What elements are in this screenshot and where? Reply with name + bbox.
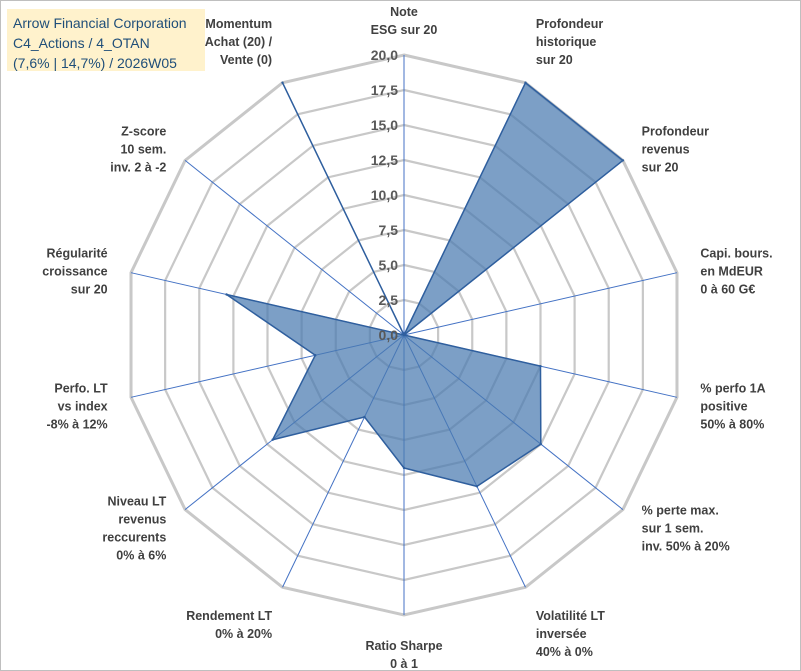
category-label-line: Volatilité LT [536, 609, 605, 623]
data-point-10 [314, 354, 317, 357]
tick-label: 15,0 [371, 117, 398, 133]
category-label-line: % perte max. [642, 504, 719, 518]
data-point-11 [225, 293, 228, 296]
category-label-line: revenus [642, 142, 690, 156]
category-label-line: 0 à 60 G€ [700, 282, 755, 296]
category-label-line: Momentum [205, 17, 272, 31]
data-point-9 [271, 438, 274, 441]
category-label-line: Profondeur [642, 124, 709, 138]
category-label-line: Ratio Sharpe [365, 639, 442, 653]
category-label-line: revenus [118, 513, 166, 527]
category-label-line: Achat (20) / [205, 35, 273, 49]
category-label-line: 0% à 20% [215, 627, 272, 641]
title-company: Arrow Financial Corporation [13, 15, 187, 31]
category-label-3: Capi. bours. en MdEUR 0 à 60 G€ [700, 246, 772, 296]
tick-label: 0,0 [379, 327, 399, 343]
title-category: C4_Actions / 4_OTAN [13, 35, 150, 51]
tick-label: 12,5 [371, 152, 398, 168]
radial-tick-labels: 0,0 2,5 5,0 7,5 10,0 12,5 15,0 17,5 20,0 [371, 47, 398, 343]
category-label-line: inv. 50% à 20% [642, 540, 730, 554]
category-label-line: -8% à 12% [46, 418, 107, 432]
tick-label: 10,0 [371, 187, 398, 203]
data-point-2 [621, 159, 625, 162]
data-point-4 [539, 364, 542, 368]
category-label-line: vs index [58, 400, 108, 414]
radar-series [225, 81, 625, 488]
category-label-8: Rendement LT 0% à 20% [186, 609, 272, 641]
category-labels: Note ESG sur 20 Profondeur historique sur 20… [42, 5, 772, 670]
category-label-line: Niveau LT [108, 495, 167, 509]
category-label-10: Perfo. LT vs index -8% à 12% [46, 382, 108, 432]
category-label-line: 50% à 80% [700, 418, 764, 432]
category-label-7: Ratio Sharpe 0 à 1 [365, 639, 442, 670]
category-label-2: Profondeur revenus sur 20 [642, 124, 709, 174]
data-point-1 [524, 81, 527, 84]
data-point-13 [281, 81, 284, 84]
category-label-line: sur 20 [536, 53, 573, 67]
tick-label: 20,0 [371, 47, 398, 63]
tick-label: 7,5 [379, 222, 399, 238]
category-label-line: Note [390, 5, 418, 19]
category-label-line: inv. 2 à -2 [110, 160, 166, 174]
data-point-5 [539, 442, 543, 446]
tick-label: 17,5 [371, 82, 398, 98]
category-label-12: Z-score 10 sem. inv. 2 à -2 [110, 124, 166, 174]
category-label-line: sur 20 [642, 160, 679, 174]
tick-label: 5,0 [379, 257, 399, 273]
tick-label: 2,5 [379, 292, 399, 308]
category-label-line: en MdEUR [700, 264, 763, 278]
category-label-line: sur 1 sem. [642, 522, 704, 536]
category-label-line: Perfo. LT [54, 382, 108, 396]
category-label-line: positive [700, 400, 747, 414]
category-label-0: Note ESG sur 20 [371, 5, 438, 37]
category-label-line: Régularité [46, 246, 107, 260]
category-label-1: Profondeur historique sur 20 [536, 17, 603, 67]
category-label-line: Capi. bours. [700, 246, 772, 260]
category-label-line: 0 à 1 [390, 657, 418, 670]
title-box: Arrow Financial Corporation C4_Actions /… [7, 9, 205, 71]
title-period: (7,6% | 14,7%) / 2026W05 [13, 55, 177, 71]
spoke-3 [403, 272, 678, 336]
category-label-line: Vente (0) [220, 53, 272, 67]
category-label-9: Niveau LT revenus reccurents 0% à 6% [102, 495, 166, 563]
category-label-6: Volatilité LT inversée 40% à 0% [536, 609, 605, 659]
category-label-line: sur 20 [71, 282, 108, 296]
category-label-line: Z-score [121, 124, 166, 138]
category-label-line: 10 sem. [120, 142, 166, 156]
series-area-0 [225, 81, 624, 488]
category-label-4: % perfo 1A positive 50% à 80% [700, 382, 765, 432]
data-point-8 [363, 415, 366, 419]
category-label-line: Profondeur [536, 17, 603, 31]
category-label-line: 0% à 6% [116, 549, 166, 563]
category-label-line: Rendement LT [186, 609, 272, 623]
spoke-12 [184, 160, 405, 336]
category-label-line: reccurents [102, 531, 166, 545]
category-label-line: % perfo 1A [700, 382, 765, 396]
category-label-line: 40% à 0% [536, 645, 593, 659]
category-label-line: croissance [42, 264, 107, 278]
data-point-6 [475, 485, 479, 488]
data-point-12 [402, 333, 406, 337]
category-label-13: Momentum Achat (20) / Vente (0) [205, 17, 273, 67]
category-label-line: inversée [536, 627, 587, 641]
category-label-11: Régularité croissance sur 20 [42, 246, 107, 296]
category-label-line: historique [536, 35, 596, 49]
category-label-line: ESG sur 20 [371, 23, 438, 37]
data-point-7 [402, 466, 406, 470]
category-label-5: % perte max. sur 1 sem. inv. 50% à 20% [642, 504, 730, 554]
